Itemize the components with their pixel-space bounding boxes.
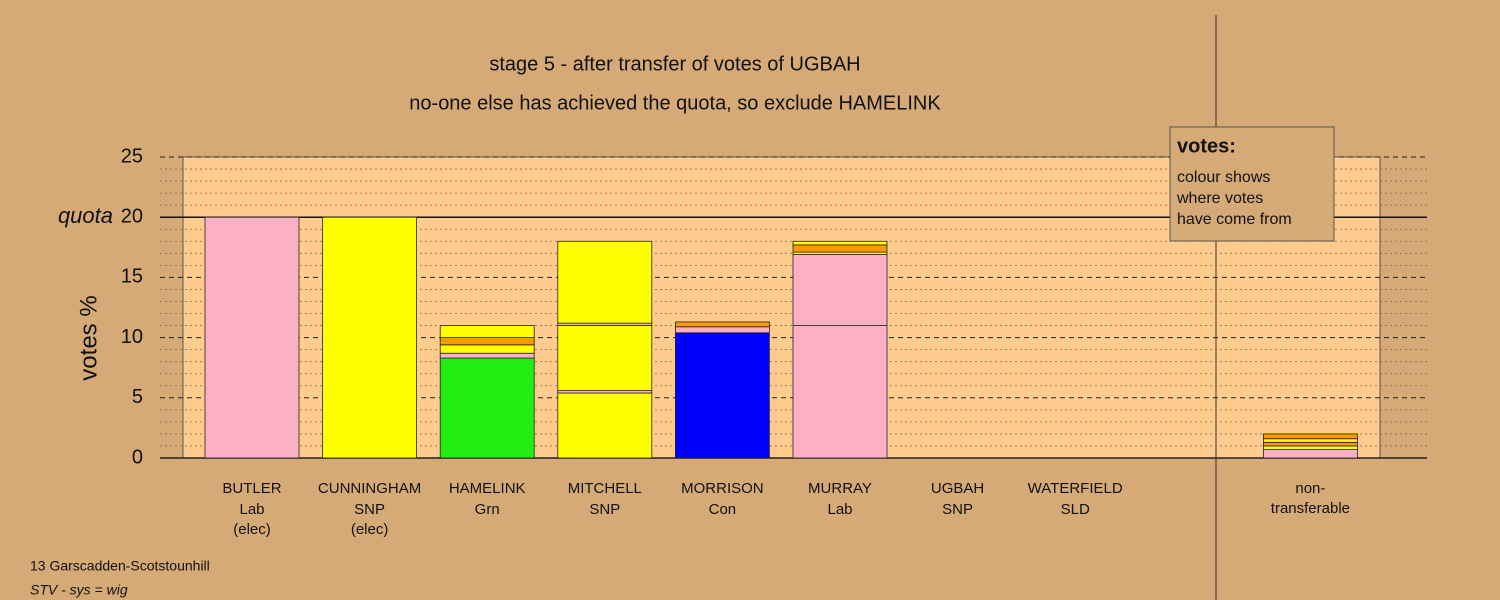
bar-segment bbox=[1263, 449, 1358, 459]
bar-segment bbox=[322, 216, 418, 459]
legend-text: have come from bbox=[1177, 211, 1292, 228]
x-tick-label: UGBAH bbox=[930, 480, 985, 497]
y-tick-label: 15 bbox=[121, 266, 143, 288]
legend-text: colour shows bbox=[1177, 169, 1270, 186]
legend: votes: colour shows where votes have com… bbox=[1169, 126, 1335, 242]
party-label: Con bbox=[708, 501, 737, 518]
party-label: Lab bbox=[827, 501, 853, 518]
y-tick-label: 10 bbox=[121, 326, 143, 348]
y-tick-label: 20 bbox=[121, 205, 143, 227]
legend-box bbox=[1169, 126, 1335, 242]
bar-segment bbox=[439, 337, 535, 346]
x-tick-label: MORRISON bbox=[681, 480, 764, 497]
bar-segment bbox=[439, 325, 535, 338]
bar-segment bbox=[792, 254, 888, 326]
bar-segment bbox=[1263, 445, 1358, 450]
bar-segment bbox=[792, 240, 888, 246]
bar-segment bbox=[557, 240, 653, 324]
bar-segment bbox=[1263, 433, 1358, 440]
party-label: Grn bbox=[474, 501, 500, 518]
bar-segment bbox=[439, 344, 535, 354]
bar-segment bbox=[557, 392, 653, 459]
footer: 13 Garscadden-Scotstounhill bbox=[30, 558, 210, 574]
party-label: SNP bbox=[589, 501, 621, 518]
y-axis-label: votes % bbox=[75, 295, 102, 380]
party-label: SLD bbox=[1060, 501, 1090, 518]
bar-segment bbox=[439, 357, 535, 459]
y-tick-label: 25 bbox=[121, 145, 143, 167]
party-label: SNP bbox=[354, 501, 386, 518]
bar-segment bbox=[1263, 438, 1358, 443]
x-tick-label: CUNNINGHAM bbox=[317, 480, 422, 497]
x-tick-label: BUTLER bbox=[222, 480, 282, 497]
x-tick-label: non-transferable bbox=[1270, 480, 1350, 517]
chart-subtitle: no-one else has achieved the quota, so e… bbox=[409, 92, 941, 114]
quota-label: quota bbox=[58, 203, 113, 228]
party-label: Lab bbox=[239, 501, 265, 518]
x-tick-label: HAMELINK bbox=[448, 480, 526, 497]
y-tick-label: 0 bbox=[132, 446, 143, 468]
party-label: SNP bbox=[942, 501, 974, 518]
x-tick-label: WATERFIELD bbox=[1027, 480, 1123, 497]
bar-segment bbox=[1263, 441, 1358, 447]
bar-segment bbox=[204, 216, 300, 459]
note-label: (elec) bbox=[350, 521, 389, 538]
bar-segment bbox=[675, 326, 770, 334]
chart-title: stage 5 - after transfer of votes of UGB… bbox=[489, 53, 860, 75]
note-label: (elec) bbox=[233, 521, 271, 538]
bar-segment bbox=[557, 325, 653, 391]
x-tick-label: MURRAY bbox=[808, 480, 872, 497]
y-tick-label: 5 bbox=[132, 386, 143, 408]
bar-segment bbox=[675, 332, 770, 459]
footer: STV - sys = wig bbox=[30, 582, 128, 598]
legend-title: votes: bbox=[1177, 135, 1236, 157]
bar-segment bbox=[792, 244, 888, 253]
bar-segment bbox=[675, 321, 770, 328]
x-tick-label: MITCHELL bbox=[567, 480, 642, 497]
bar-segment bbox=[439, 352, 535, 359]
legend-text: where votes bbox=[1176, 190, 1263, 207]
bar-segment bbox=[792, 325, 888, 459]
